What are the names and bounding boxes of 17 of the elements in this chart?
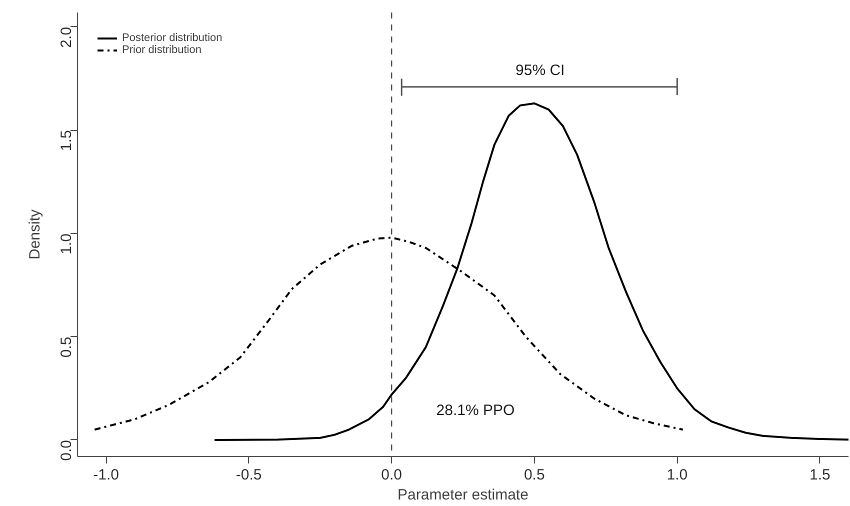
y-tick-label: 0.0	[58, 440, 75, 461]
x-tick-label: -1.0	[93, 466, 119, 484]
y-tick-label: 2.0	[58, 26, 75, 48]
y-tick-label: 1.5	[58, 130, 75, 152]
x-tick-label: -0.5	[236, 466, 262, 484]
legend-label: Posterior distribution	[122, 32, 222, 44]
x-tick-label: 0.5	[524, 466, 545, 484]
annotation: 28.1% PPO	[436, 402, 515, 419]
y-axis-title: Density	[26, 208, 44, 260]
x-axis-title: Parameter estimate	[398, 486, 528, 504]
x-tick-label: 1.5	[810, 466, 830, 484]
legend-label: Prior distribution	[122, 44, 202, 56]
x-tick-label: 1.0	[666, 466, 688, 484]
x-tick-label: 0.0	[381, 466, 402, 484]
y-tick-label: 0.5	[58, 336, 75, 358]
annotation: 95% CI	[516, 62, 565, 79]
y-tick-label: 1.0	[58, 233, 75, 254]
